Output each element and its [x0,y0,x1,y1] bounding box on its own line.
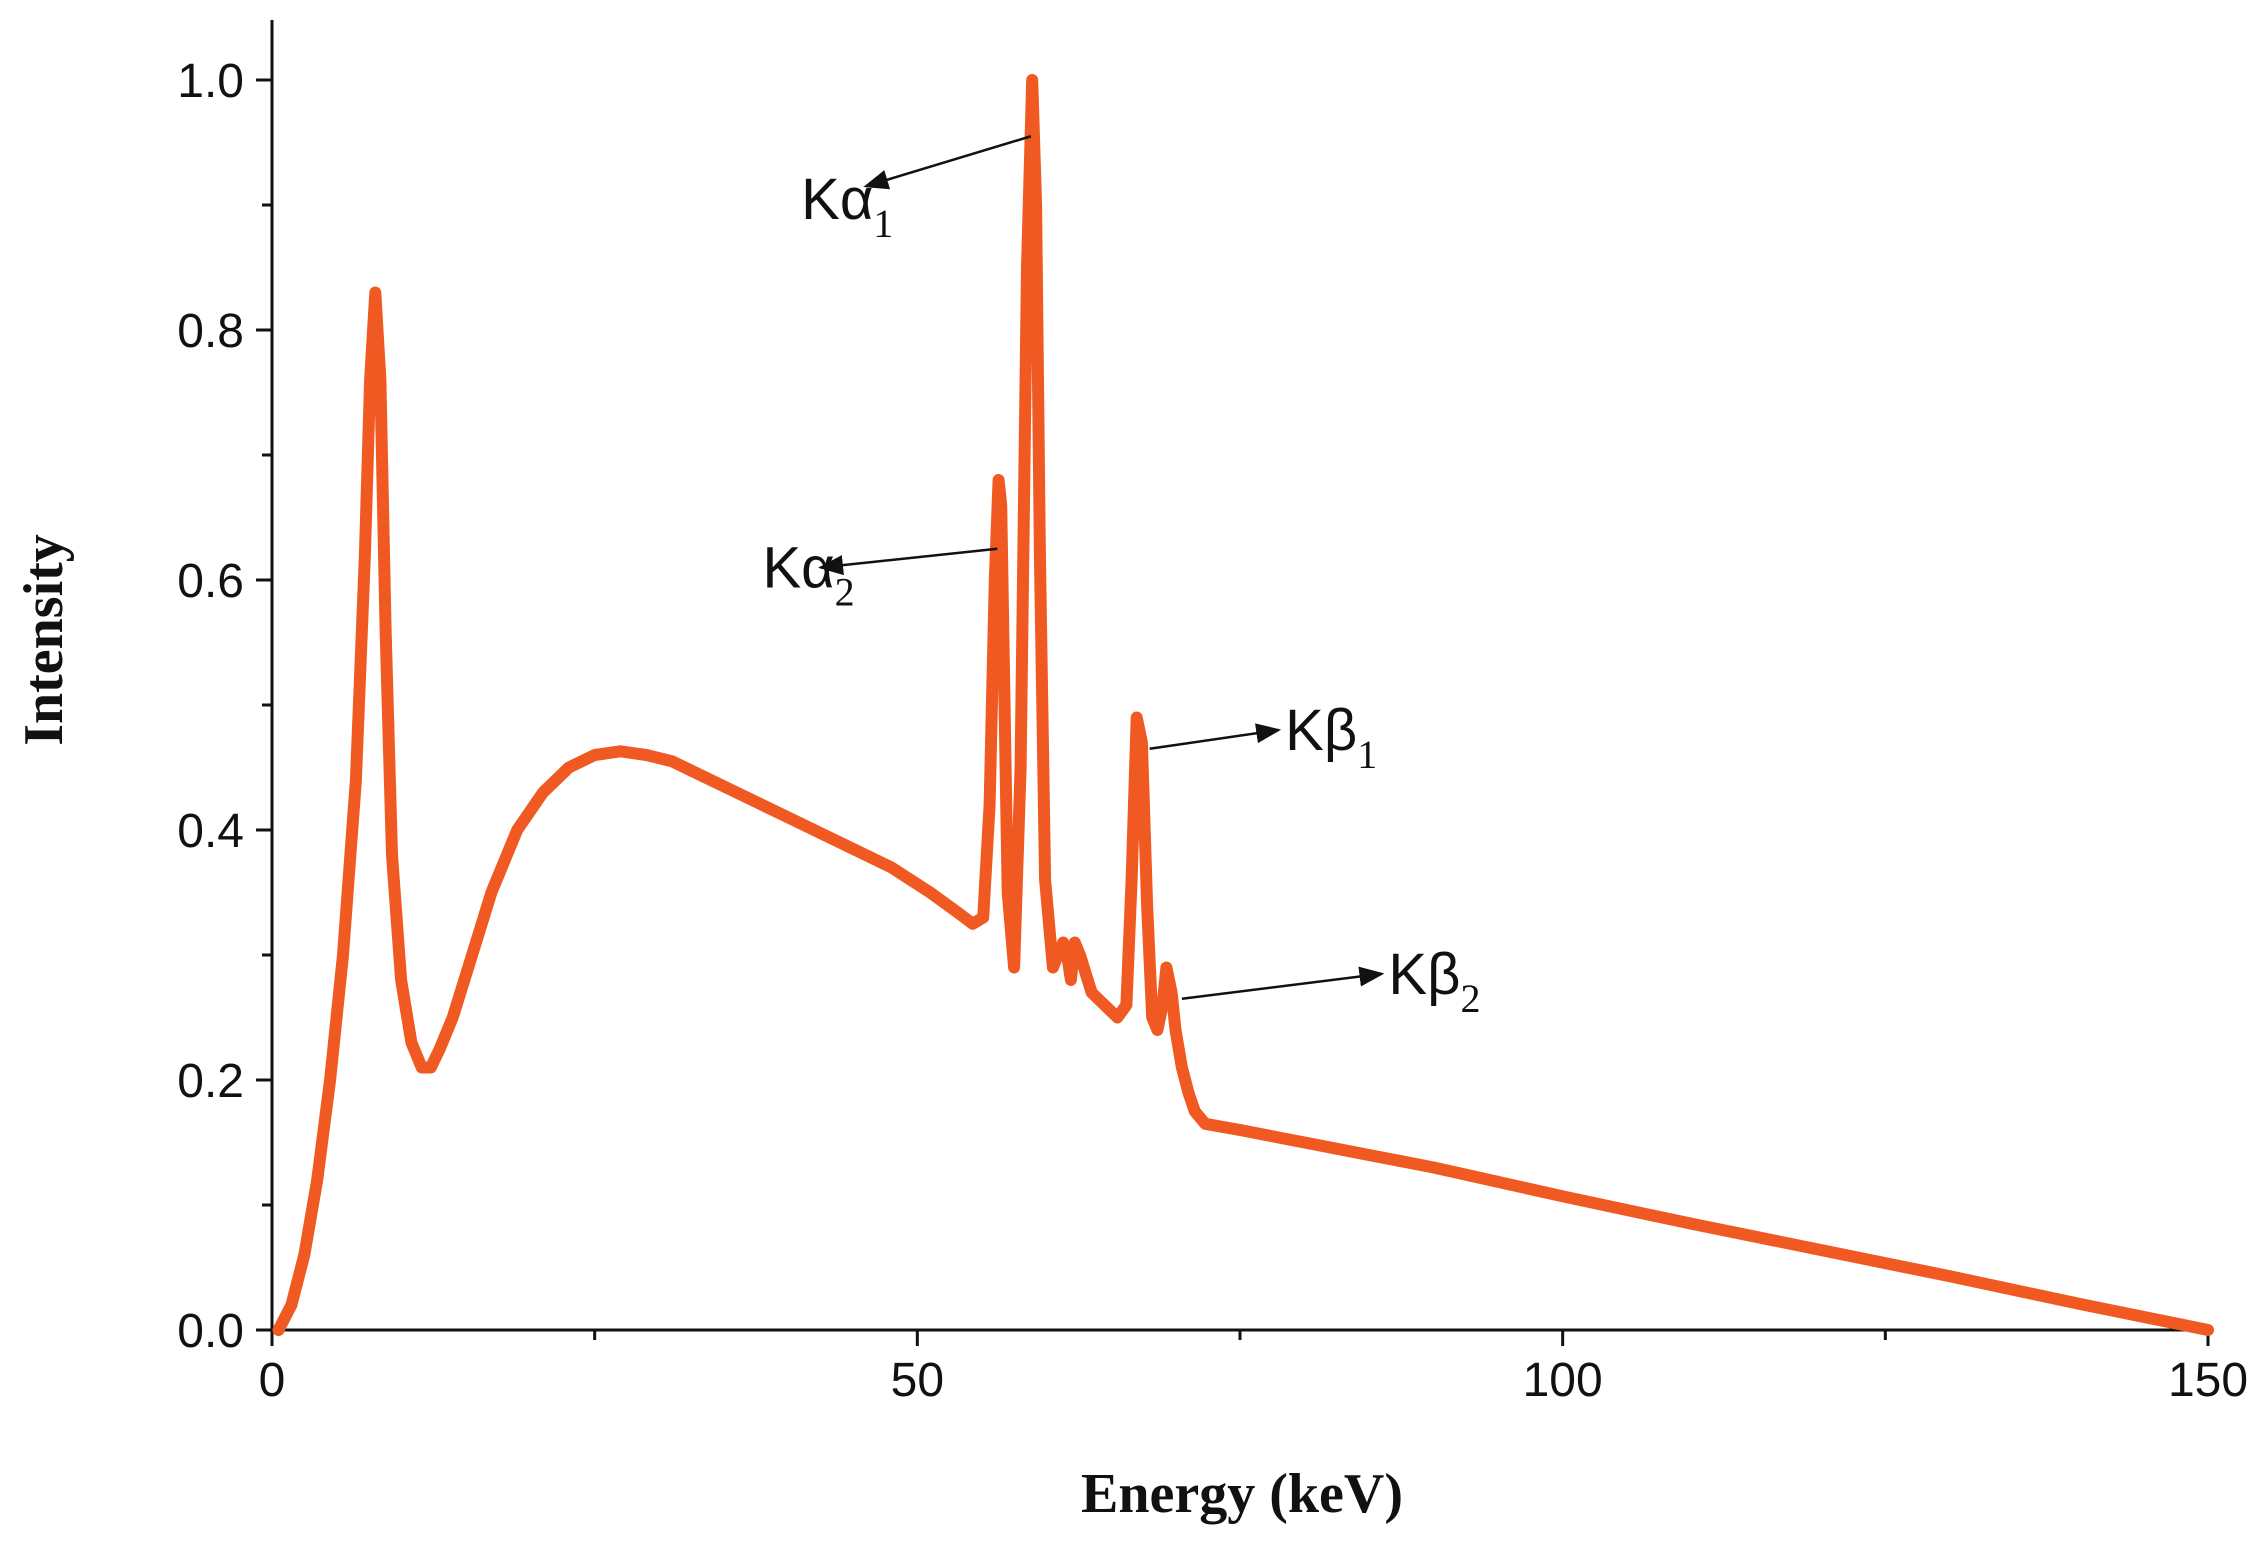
annotation-label: Kβ1 [1285,698,1377,777]
annotation-label: Kβ2 [1388,942,1480,1021]
series-line [272,74,2214,1336]
y-tick-label: 0.4 [177,805,244,858]
y-tick-label: 0.2 [177,1055,244,1108]
annotation-subscript: 1 [873,201,893,246]
x-tick-label: 150 [2168,1354,2248,1407]
y-tick-label: 0.8 [177,305,244,358]
annotation-subscript: 1 [1357,732,1377,777]
y-tick-label: 1.0 [177,55,244,108]
y-tick-label: 0.0 [177,1305,244,1358]
y-axis-title: Intensity [13,534,75,746]
x-axis-title: Energy (keV) [1081,1463,1403,1525]
x-tick-label: 0 [259,1354,286,1407]
annotation-arrow [1181,966,1385,1000]
annotation-subscript: 2 [1460,976,1480,1021]
annotation-label: Kα1 [801,167,893,246]
annotation-arrow [818,547,998,576]
annotation-arrow [1149,723,1282,750]
x-tick-label: 50 [891,1354,944,1407]
annotations: Kα1 Kα2 Kβ1 Kβ2 [762,135,1480,1021]
series-layer [272,74,2214,1336]
ticks: 0 50 100 150 0.0 0.2 0.4 0.6 0.8 1.0 [177,55,2248,1407]
y-tick-label: 0.6 [177,555,244,608]
x-tick-label: 100 [1523,1354,1603,1407]
annotation-subscript: 2 [835,570,855,615]
annotation-label: Kα2 [762,536,854,615]
annotation-arrow [863,135,1032,190]
